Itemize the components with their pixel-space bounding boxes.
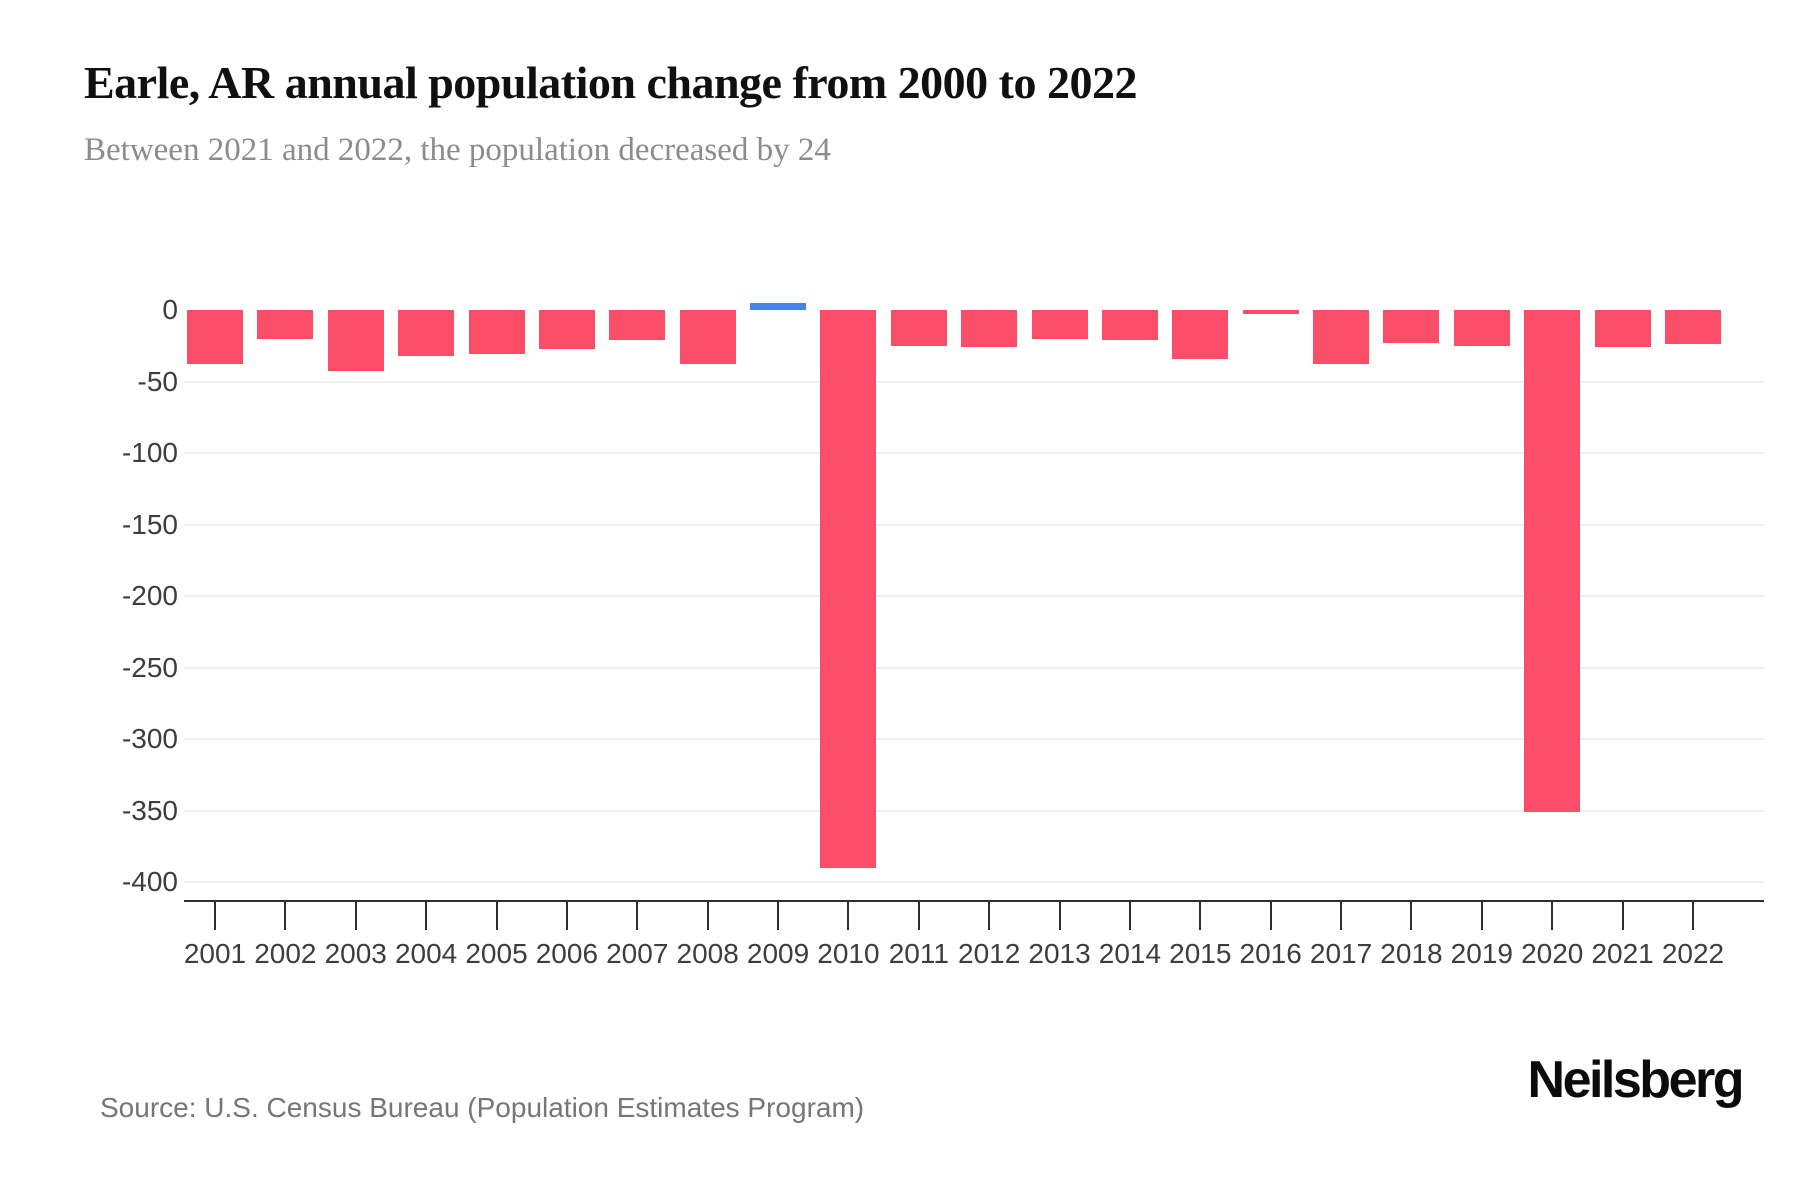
gridline--350 — [184, 809, 1764, 812]
x-axis-tick-2013 — [1058, 900, 1061, 930]
bar-2003[interactable] — [327, 310, 384, 372]
y-axis-tick-label: -200 — [121, 580, 178, 611]
x-axis-tick-2020 — [1551, 900, 1554, 930]
x-axis-year-label: 2018 — [1380, 938, 1443, 969]
y-axis-tick-label: -400 — [121, 866, 178, 897]
x-axis-year-label: 2012 — [958, 938, 1021, 969]
bar-2013[interactable] — [1031, 310, 1088, 339]
x-axis-tick-2016 — [1269, 900, 1272, 930]
y-axis-tick-label: -250 — [121, 651, 178, 683]
x-axis-tick-2019 — [1480, 900, 1483, 930]
bar-2016[interactable] — [1242, 310, 1299, 315]
x-axis-tick-2010 — [847, 900, 850, 930]
x-axis-tick-2015 — [1199, 900, 1202, 930]
x-axis-year-label: 2022 — [1661, 938, 1725, 969]
bar-2020[interactable] — [1524, 310, 1581, 812]
gridline--50 — [184, 380, 1764, 383]
page-title: Earle, AR annual population change from … — [84, 57, 1137, 108]
x-axis-tick-2009 — [777, 900, 780, 930]
x-axis-year-label: 2016 — [1239, 938, 1302, 969]
bar-2017[interactable] — [1313, 310, 1370, 365]
x-axis-year-label: 2003 — [324, 938, 387, 969]
x-axis-year-label: 2011 — [888, 938, 949, 969]
bar-2006[interactable] — [538, 310, 595, 349]
x-axis-tick-2014 — [1128, 900, 1131, 930]
x-axis-tick-2011 — [917, 900, 920, 930]
x-axis-year-label: 2019 — [1450, 938, 1513, 969]
bar-2008[interactable] — [679, 310, 736, 365]
bar-2001[interactable] — [187, 310, 243, 365]
bar-2014[interactable] — [1101, 310, 1158, 341]
gridline--150 — [184, 523, 1764, 526]
bar-2022[interactable] — [1664, 310, 1721, 345]
x-axis-year-label: 2013 — [1028, 938, 1091, 969]
bar-2009[interactable] — [750, 302, 807, 310]
x-axis-tick-2006 — [565, 900, 568, 930]
source-attribution: Source: U.S. Census Bureau (Population E… — [100, 1092, 865, 1123]
x-axis-tick-2005 — [495, 900, 498, 930]
gridline--100 — [184, 452, 1764, 454]
y-axis-tick-label: 0 — [162, 294, 178, 325]
bar-2021[interactable] — [1594, 310, 1651, 348]
x-axis-year-label: 2015 — [1169, 938, 1232, 969]
y-axis-tick-label: -300 — [121, 723, 178, 754]
x-axis-year-label: 2009 — [746, 938, 810, 969]
x-axis-year-label: 2021 — [1591, 938, 1654, 969]
x-axis-tick-2008 — [706, 900, 709, 930]
x-axis-year-label: 2008 — [676, 938, 739, 969]
x-axis-tick-2022 — [1691, 900, 1694, 930]
page-subtitle: Between 2021 and 2022, the population de… — [84, 132, 831, 168]
bar-2012[interactable] — [961, 310, 1018, 348]
x-axis-year-label: 2002 — [254, 938, 317, 969]
bar-2004[interactable] — [398, 310, 455, 356]
x-axis-year-label: 2007 — [606, 938, 669, 969]
x-axis-year-label: 2005 — [465, 938, 528, 969]
y-axis-tick-label: -50 — [137, 365, 178, 397]
y-axis-tick-label: -350 — [121, 794, 178, 826]
x-axis-tick-2021 — [1621, 900, 1624, 930]
x-axis-year-label: 2017 — [1309, 938, 1373, 969]
bar-2010[interactable] — [820, 310, 877, 868]
bar-2002[interactable] — [257, 310, 314, 339]
x-axis-tick-2002 — [284, 900, 287, 930]
x-axis-year-label: 2020 — [1521, 938, 1584, 969]
x-axis-tick-2004 — [425, 900, 428, 930]
bar-2005[interactable] — [468, 310, 525, 355]
y-axis-tick-label: -150 — [121, 508, 178, 540]
gridline--200 — [184, 595, 1764, 597]
bar-2018[interactable] — [1383, 310, 1440, 343]
y-axis-tick-label: -100 — [121, 437, 178, 468]
x-axis-tick-2007 — [636, 900, 639, 930]
bar-2007[interactable] — [609, 310, 666, 341]
bar-2019[interactable] — [1453, 310, 1510, 346]
x-axis-year-label: 2010 — [817, 938, 880, 969]
gridline--400 — [184, 881, 1764, 883]
x-axis-year-label: 2001 — [183, 938, 247, 969]
x-axis-tick-2018 — [1410, 900, 1413, 930]
x-axis-year-label: 2006 — [535, 938, 599, 969]
gridline--300 — [184, 738, 1764, 740]
neilsberg-logo: Neilsberg — [1527, 1051, 1745, 1109]
x-axis-tick-2001 — [214, 900, 216, 930]
gridline--250 — [184, 666, 1764, 669]
x-axis-year-label: 2004 — [394, 938, 458, 969]
bar-2011[interactable] — [890, 310, 947, 346]
x-axis-tick-2003 — [354, 900, 357, 930]
bar-2015[interactable] — [1172, 310, 1229, 359]
x-axis-tick-2012 — [988, 900, 991, 930]
x-axis-line — [184, 900, 1764, 902]
x-axis-tick-2017 — [1340, 900, 1343, 930]
x-axis-year-label: 2014 — [1098, 938, 1162, 969]
